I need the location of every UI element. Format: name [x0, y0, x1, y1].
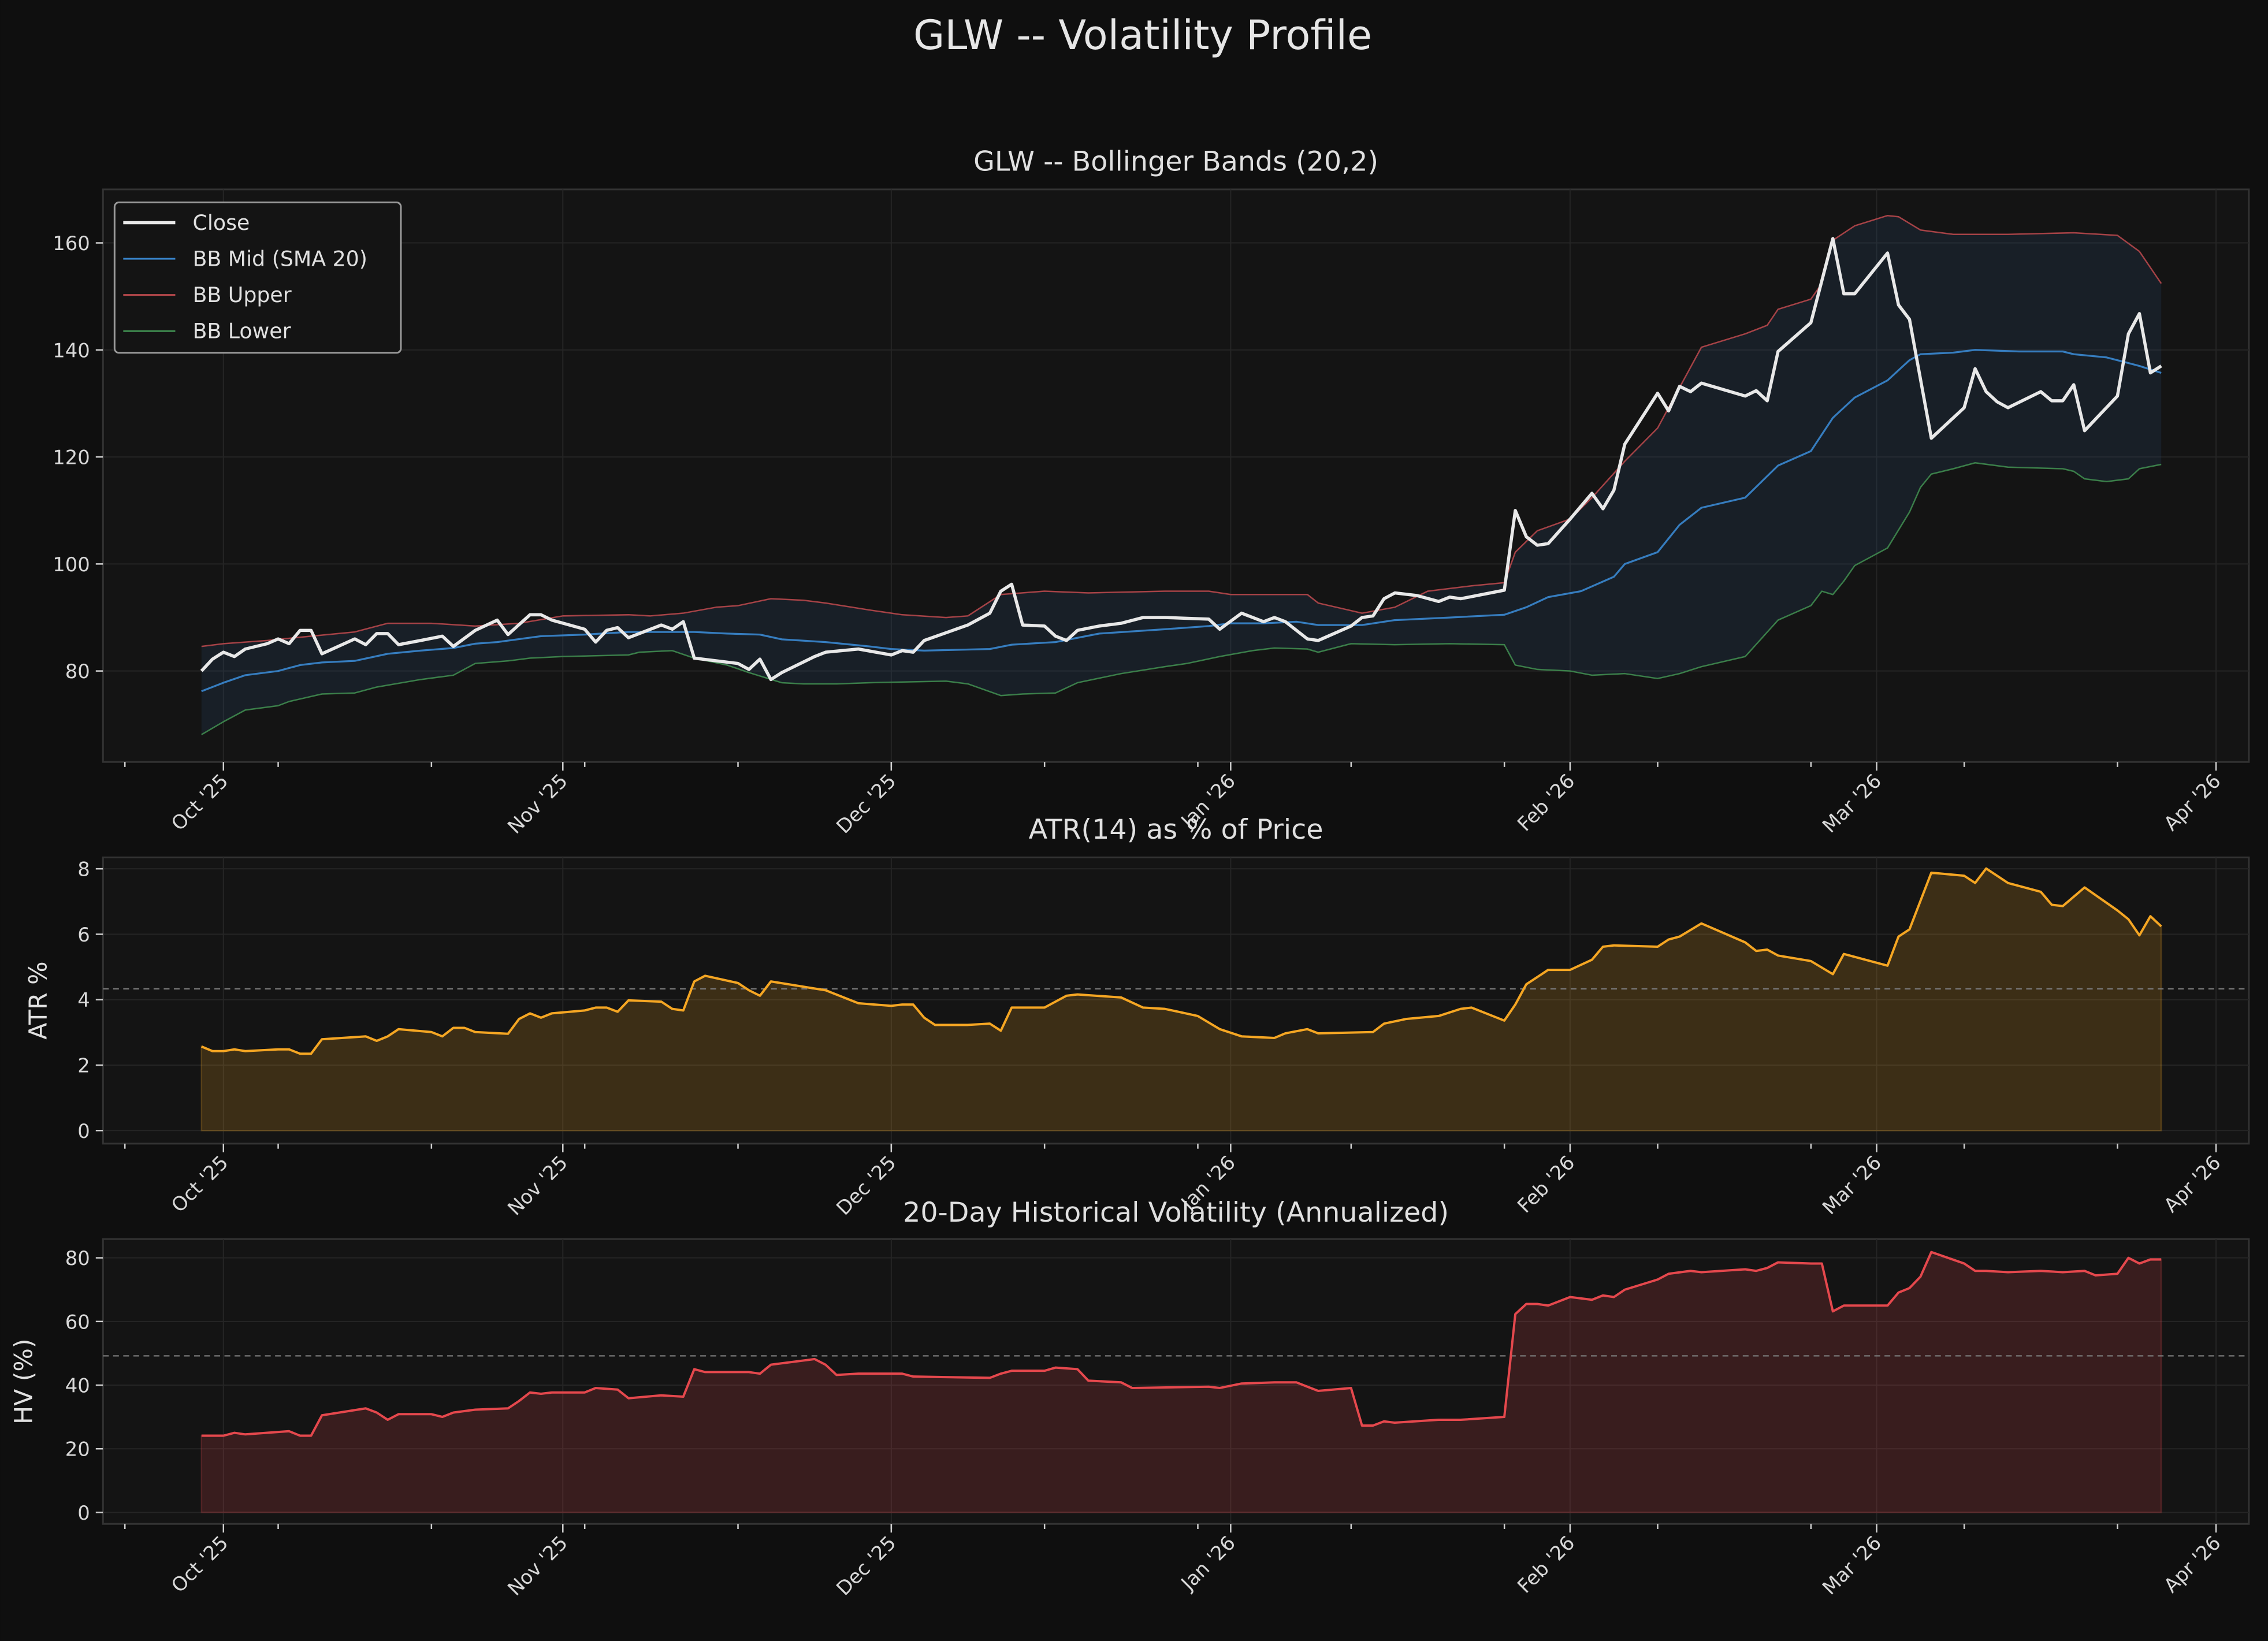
- y-tick-label: 60: [65, 1311, 90, 1333]
- bollinger-band-fill: [201, 215, 2162, 735]
- panel-1: Oct '25 Nov '25 Dec '25 Jan '26 Feb '26 Mar '…: [53, 146, 2250, 838]
- y-tick-label: 160: [53, 232, 90, 255]
- y-tick-label: 120: [53, 446, 90, 469]
- y-tick-label: 4: [77, 989, 90, 1011]
- legend-label: BB Lower: [192, 319, 291, 344]
- y-tick-label: 80: [65, 660, 90, 683]
- legend-label: BB Upper: [192, 282, 291, 307]
- panels: Oct '25 Nov '25 Dec '25 Jan '26 Feb '26 Mar '…: [10, 146, 2250, 1600]
- series-line-atr: [200, 867, 2162, 1055]
- panel-title: 20-Day Historical Volatility (Annualized…: [903, 1197, 1449, 1229]
- y-axis-label: HV (%): [10, 1339, 39, 1424]
- panel-title: GLW -- Bollinger Bands (20,2): [973, 146, 1378, 177]
- series-line-hv: [201, 1251, 2162, 1437]
- figure-suptitle: GLW -- Volatility Profile: [913, 12, 1372, 59]
- y-tick-label: 140: [53, 339, 90, 362]
- y-axis-label: ATR %: [25, 961, 53, 1039]
- y-tick-label: 100: [53, 553, 90, 576]
- series-line-mid: [201, 349, 2162, 693]
- series-line-close: [200, 237, 2162, 682]
- panel-title: ATR(14) as % of Price: [1029, 814, 1323, 846]
- y-tick-label: 40: [65, 1375, 90, 1397]
- axes-background: [102, 188, 2250, 763]
- y-tick-label: 0: [77, 1120, 90, 1143]
- legend: Close BB Mid (SMA 20) BB Upper BB Lower: [113, 201, 402, 354]
- y-tick-label: 6: [77, 924, 90, 946]
- y-tick-label: 8: [77, 858, 90, 881]
- panel-2: Oct '25 Nov '25 Dec '25 Jan '26 Feb '26 Mar '…: [25, 814, 2250, 1220]
- legend-label: BB Mid (SMA 20): [192, 247, 367, 271]
- y-tick-label: 20: [65, 1438, 90, 1461]
- y-tick-label: 0: [77, 1502, 90, 1524]
- y-tick-label: 80: [65, 1247, 90, 1270]
- axes-background: [102, 856, 2250, 1145]
- legend-label: Close: [192, 210, 250, 235]
- y-tick-label: 2: [77, 1055, 90, 1077]
- series-line-upper: [201, 214, 2162, 648]
- series-line-lower: [201, 462, 2162, 735]
- axes-background: [102, 1238, 2250, 1525]
- legend-box: [113, 201, 402, 354]
